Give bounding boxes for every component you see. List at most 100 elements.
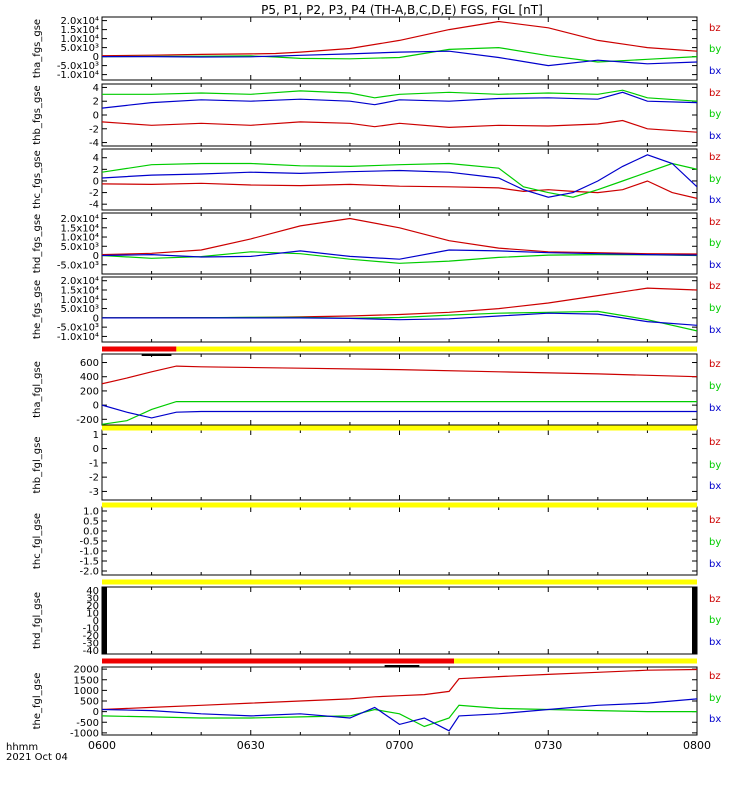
y-tick-label: -0.5 [79, 537, 99, 548]
y-tick-label: 2 [93, 165, 99, 176]
series-line-bx [102, 698, 697, 732]
status-bar-segment [102, 579, 697, 585]
panel-frame [101, 429, 698, 501]
y-tick-label: 2000 [74, 665, 99, 676]
y-tick-label: 10 [86, 609, 99, 620]
legend-bx: bx [709, 260, 721, 271]
legend-bx: bx [709, 66, 721, 77]
legend-bz: bz [709, 594, 721, 605]
status-bar-segment [102, 346, 177, 352]
y-tick-label: -4 [89, 200, 99, 211]
y-tick-label: -2 [89, 473, 99, 484]
panel-tha-fgs-gse: tha_fgs_gse 2.0x10⁴1.5x10⁴1.0x10⁴5.0x10³0… [32, 16, 721, 81]
y-tick-label: 0.5 [83, 517, 99, 528]
y-tick-label: 1.0x10⁴ [60, 34, 99, 45]
legend-bx: bx [709, 714, 721, 725]
y-tick-label: 20 [86, 601, 99, 612]
y-tick-label: 5.0x10³ [60, 242, 99, 253]
panel-frame [101, 148, 698, 211]
series-line-bx [102, 154, 697, 198]
legend-by: by [709, 537, 721, 548]
series-line-bx [102, 249, 697, 260]
panels-group: tha_fgs_gse 2.0x10⁴1.5x10⁴1.0x10⁴5.0x10³0… [32, 16, 721, 739]
y-tick-label: -1.0 [79, 547, 99, 558]
y-axis-label: thb_fgs_gse [32, 85, 43, 144]
series-line-bz [102, 119, 697, 133]
panel-frame [101, 586, 698, 655]
y-tick-label: -1.0x10⁴ [57, 332, 99, 343]
y-tick-label: -200 [76, 415, 99, 426]
y-axis-label: thb_fgl_gse [32, 437, 43, 494]
panel-thc-fgs-gse: thc_fgs_gse 420-2-4 bz by bx [32, 148, 721, 211]
chart-title: P5, P1, P2, P3, P4 (TH-A,B,C,D,E) FGS, F… [261, 3, 543, 17]
status-bar-segment [176, 346, 697, 352]
y-tick-label: -20 [83, 631, 99, 642]
y-tick-label: 30 [86, 594, 99, 605]
legend-bx: bx [709, 637, 721, 648]
y-tick-label: 4 [93, 83, 99, 94]
panel-frame [101, 506, 698, 576]
y-tick-label: -10 [83, 623, 99, 634]
y-axis-label: the_fgl_gse [32, 673, 43, 730]
footer-date: 2021 Oct 04 [6, 752, 68, 763]
y-tick-label: -1.0x10⁴ [57, 70, 99, 81]
y-tick-label: 5.0x10³ [60, 43, 99, 54]
y-axis-label: tha_fgs_gse [32, 19, 43, 78]
y-tick-label: -5.0x10³ [57, 61, 99, 72]
legend-by: by [709, 44, 721, 55]
x-tick-label: 0800 [683, 739, 711, 752]
y-tick-label: 0 [93, 401, 99, 412]
y-axis-label: thd_fgs_gse [32, 214, 43, 273]
panel-thb-fgs-gse: thb_fgs_gse 4 2 0 -2 -4 bz by bx [32, 83, 721, 149]
series-line-by [102, 162, 697, 198]
legend-bz: bz [709, 359, 721, 370]
x-axis: 0600 0630 0700 0730 0800 [88, 739, 711, 752]
y-tick-label: -30 [83, 638, 99, 649]
x-tick-label: 0600 [88, 739, 116, 752]
series-line-bx [102, 404, 697, 419]
legend-by: by [709, 174, 721, 185]
y-tick-label: 500 [80, 697, 99, 708]
panel-frame [101, 276, 698, 343]
y-tick-label: -500 [76, 718, 99, 729]
legend-bx: bx [709, 559, 721, 570]
legend-bz: bz [709, 88, 721, 99]
y-tick-label: -1 [89, 458, 99, 469]
legend-by: by [709, 109, 721, 120]
y-axis-label: tha_fgl_gse [32, 361, 43, 418]
status-bar-segment [454, 658, 697, 664]
y-tick-label: 2 [93, 97, 99, 108]
y-tick-label: 2.0x10⁴ [60, 276, 99, 287]
legend-bz: bz [709, 437, 721, 448]
panel-frame [101, 353, 698, 426]
y-tick-label: 0 [93, 176, 99, 187]
legend-by: by [709, 303, 721, 314]
legend-bx: bx [709, 481, 721, 492]
y-tick-label: 1.5x10⁴ [60, 25, 99, 36]
y-tick-label: 1500 [74, 675, 99, 686]
y-tick-label: 1000 [74, 686, 99, 697]
series-line-bz [102, 365, 697, 385]
series-line-bx [102, 91, 697, 109]
y-tick-label: 5.0x10³ [60, 304, 99, 315]
panel-thc-fgl-gse: thc_fgl_gse 1.00.50.0-0.5-1.0-1.5-2.0 bz by… [32, 506, 721, 578]
y-tick-label: 1.5x10⁴ [60, 223, 99, 234]
status-bar-segment [102, 502, 697, 508]
y-tick-label: 0 [93, 707, 99, 718]
y-tick-label: -5.0x10³ [57, 323, 99, 334]
legend-bx: bx [709, 131, 721, 142]
y-tick-label: 4 [93, 153, 99, 164]
legend-bx: bx [709, 403, 721, 414]
y-tick-label: -2 [89, 188, 99, 199]
y-tick-label: 0 [93, 52, 99, 63]
panel-thb-fgl-gse: thb_fgl_gse 1 0 -1 -2 -3 bz by bx [32, 429, 721, 501]
x-tick-label: 0700 [386, 739, 414, 752]
x-tick-label: 0630 [237, 739, 265, 752]
data-gap-edge [102, 587, 107, 654]
panel-the-fgs-gse: the_fgs_gse 2.0x10⁴1.5x10⁴1.0x10⁴5.0x10³0… [32, 276, 721, 343]
y-tick-label: 600 [80, 358, 99, 369]
y-tick-label: 0 [93, 313, 99, 324]
legend-by: by [709, 238, 721, 249]
y-tick-label: 0.0 [83, 527, 99, 538]
